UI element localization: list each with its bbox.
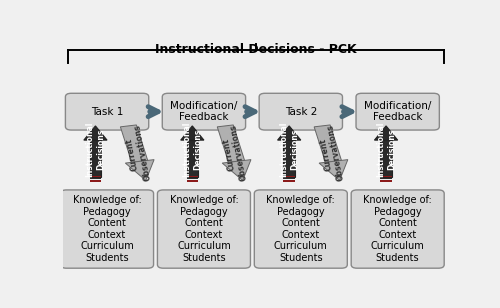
FancyBboxPatch shape: [259, 93, 342, 130]
Polygon shape: [180, 126, 204, 140]
Text: Task 1: Task 1: [91, 107, 123, 117]
FancyBboxPatch shape: [356, 93, 440, 130]
FancyBboxPatch shape: [60, 190, 154, 268]
FancyBboxPatch shape: [66, 93, 148, 130]
Polygon shape: [319, 160, 348, 180]
Text: Modification/
Feedback: Modification/ Feedback: [364, 101, 432, 123]
Bar: [380, 178, 392, 180]
Text: Knowledge of:
Pedagogy
Content
Context
Curriculum
Students: Knowledge of: Pedagogy Content Context C…: [170, 195, 238, 263]
Bar: [284, 140, 295, 177]
Polygon shape: [314, 125, 342, 162]
Text: Instructional Decisions - PCK: Instructional Decisions - PCK: [156, 43, 357, 56]
Polygon shape: [278, 126, 301, 140]
Text: Knowledge of:
Pedagogy
Content
Context
Curriculum
Students: Knowledge of: Pedagogy Content Context C…: [266, 195, 335, 263]
Bar: [284, 178, 295, 180]
Text: Current
Observations: Current Observations: [316, 123, 346, 183]
Bar: [90, 176, 101, 177]
Bar: [186, 180, 198, 182]
Text: Modification/
Feedback: Modification/ Feedback: [170, 101, 237, 123]
Bar: [186, 178, 198, 180]
Bar: [186, 176, 198, 177]
Text: Current
Observations: Current Observations: [219, 123, 249, 183]
Text: Instructional
Decisions: Instructional Decisions: [376, 121, 396, 177]
Text: Instructional
Decisions: Instructional Decisions: [182, 121, 202, 177]
Polygon shape: [84, 126, 107, 140]
Bar: [284, 176, 295, 177]
Text: Instructional
Decisions: Instructional Decisions: [86, 121, 105, 177]
Polygon shape: [222, 160, 251, 180]
Polygon shape: [126, 160, 154, 180]
FancyBboxPatch shape: [158, 190, 250, 268]
Text: Task 2: Task 2: [284, 107, 317, 117]
Bar: [90, 178, 101, 180]
Polygon shape: [374, 126, 398, 140]
Polygon shape: [218, 125, 244, 162]
Bar: [90, 140, 101, 177]
Polygon shape: [120, 125, 148, 162]
Bar: [284, 180, 295, 182]
Bar: [380, 140, 392, 177]
Bar: [186, 140, 198, 177]
Text: Current
Observations: Current Observations: [122, 123, 152, 183]
FancyBboxPatch shape: [162, 93, 246, 130]
Text: Knowledge of:
Pedagogy
Content
Context
Curriculum
Students: Knowledge of: Pedagogy Content Context C…: [72, 195, 142, 263]
Text: Instructional
Decisions: Instructional Decisions: [280, 121, 299, 177]
Text: Knowledge of:
Pedagogy
Content
Context
Curriculum
Students: Knowledge of: Pedagogy Content Context C…: [364, 195, 432, 263]
Bar: [380, 176, 392, 177]
FancyBboxPatch shape: [254, 190, 348, 268]
FancyBboxPatch shape: [351, 190, 444, 268]
Bar: [90, 180, 101, 182]
Bar: [380, 180, 392, 182]
